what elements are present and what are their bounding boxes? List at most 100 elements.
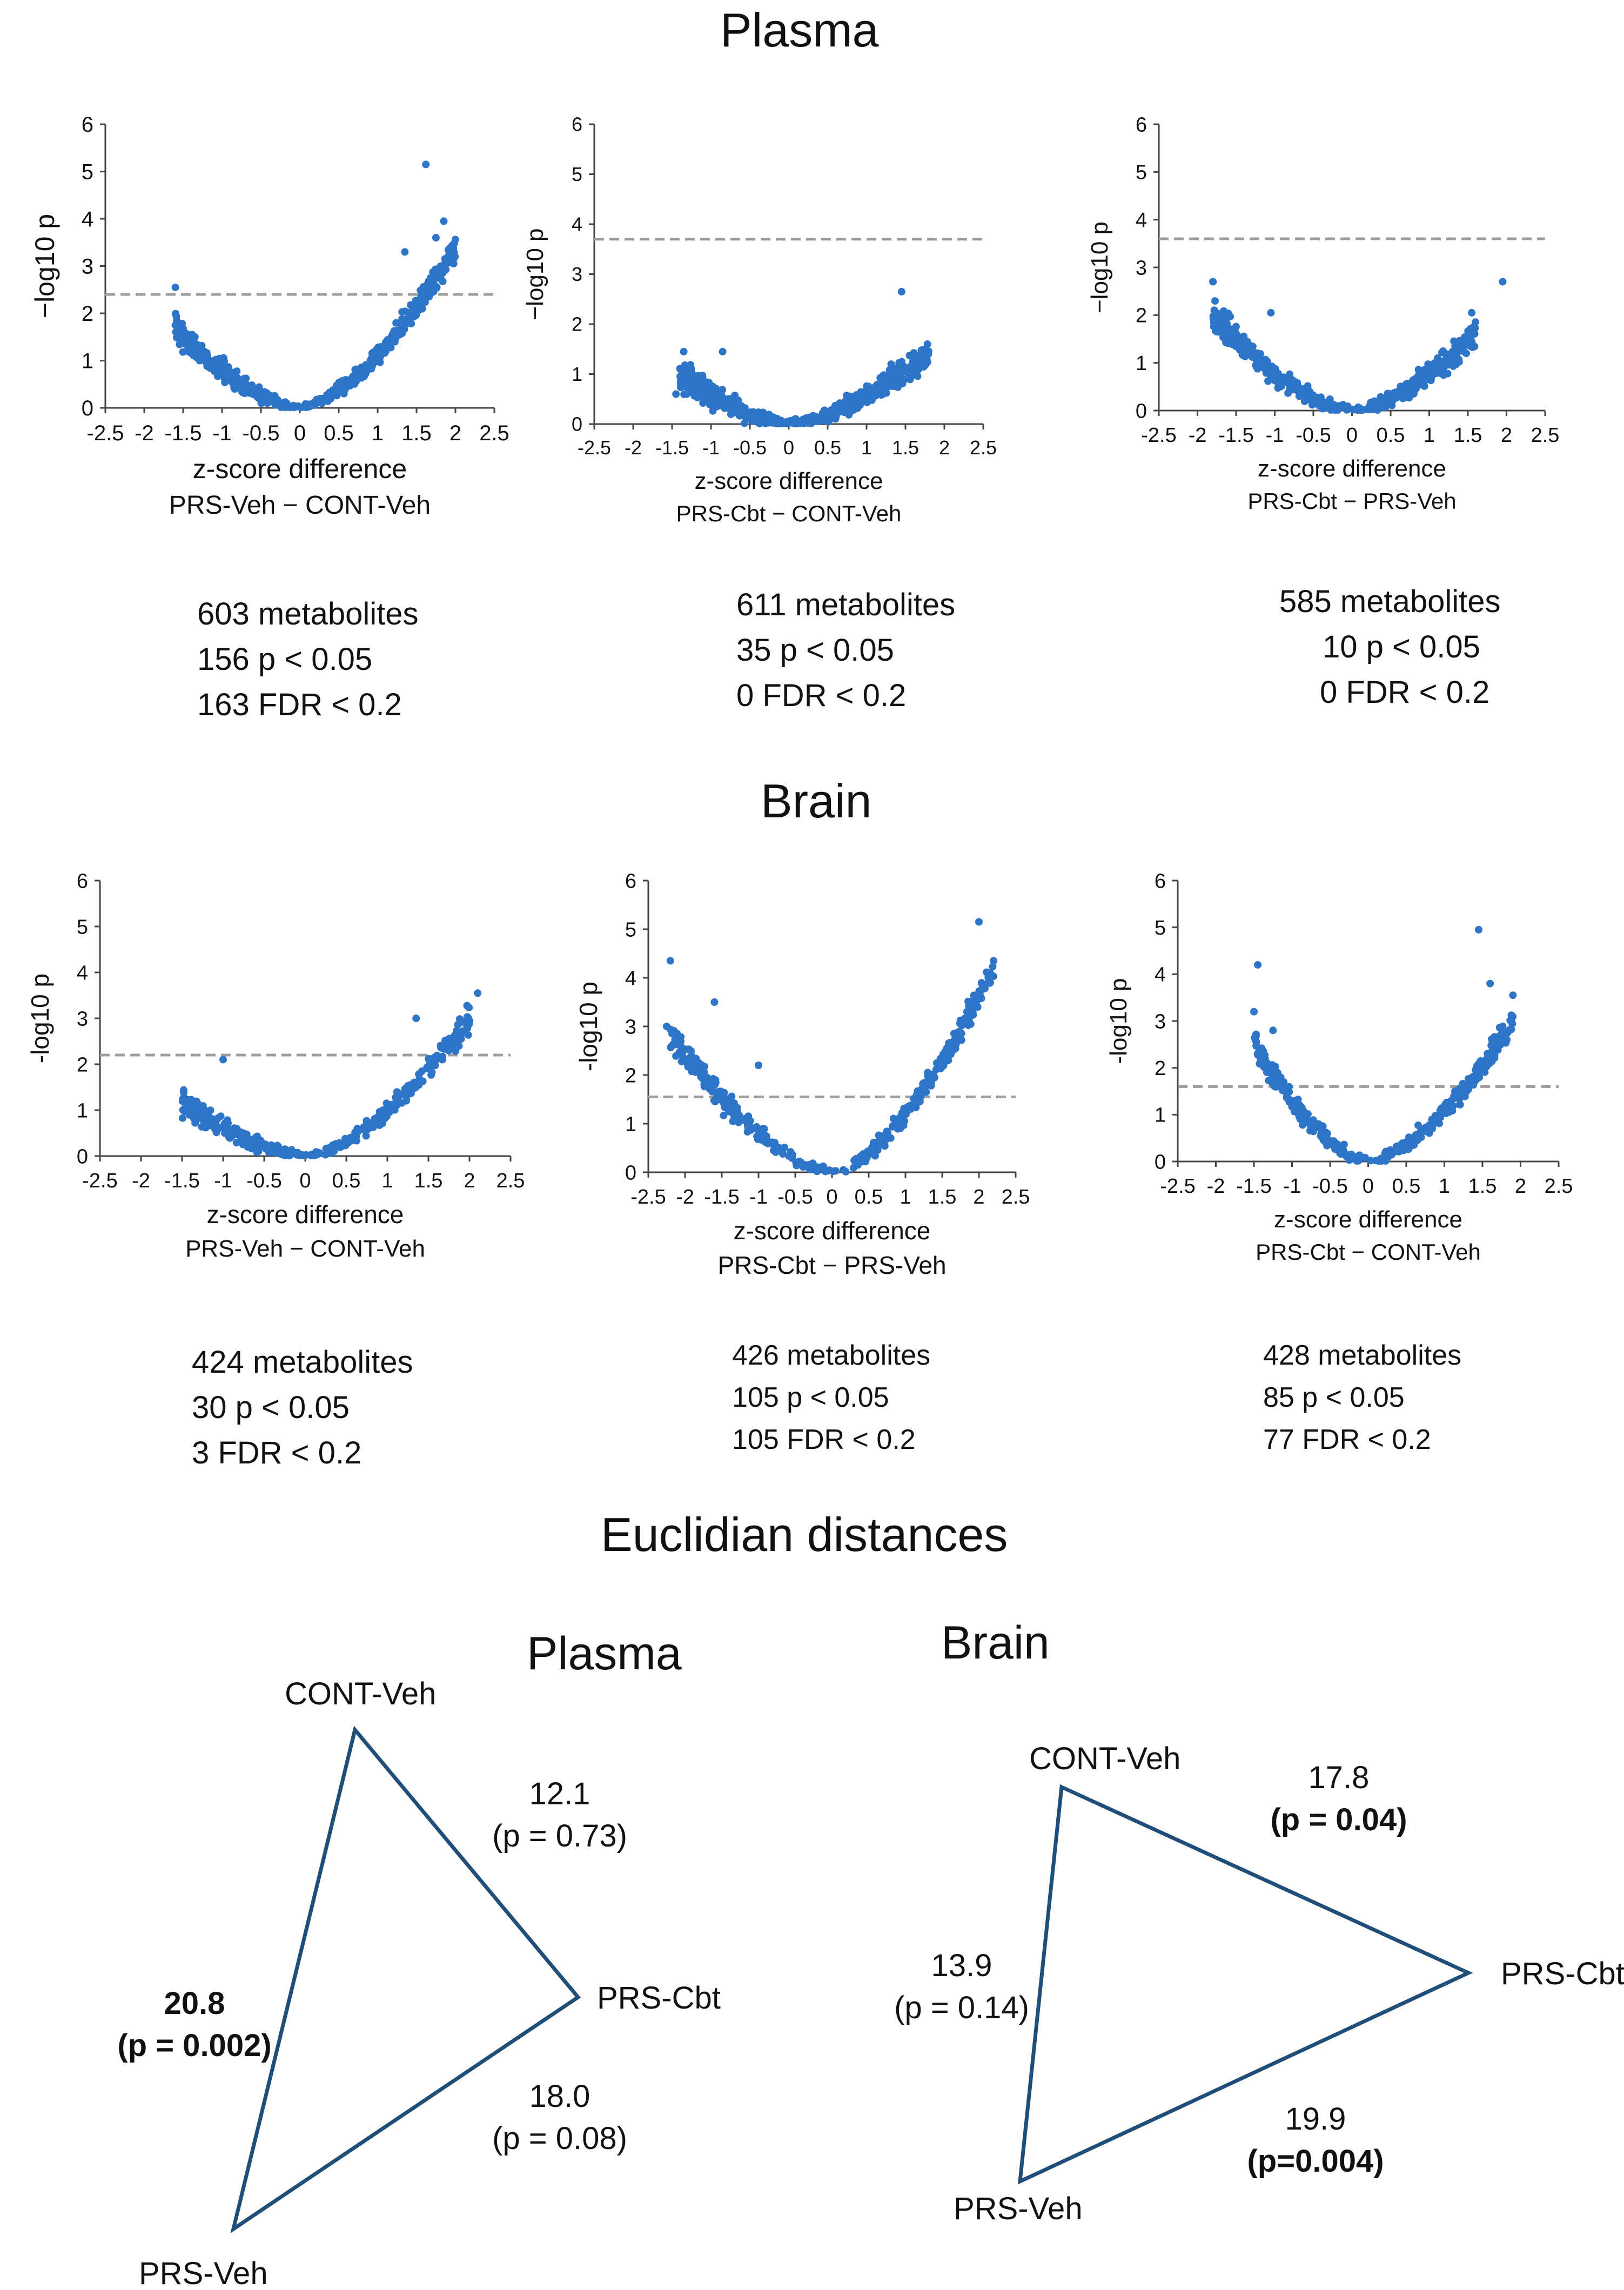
data-point-outlier bbox=[990, 957, 998, 965]
data-point bbox=[178, 1097, 186, 1105]
brain-edge-cont-veh-p: (p = 0.14) bbox=[894, 1990, 1029, 2025]
data-point bbox=[868, 396, 876, 404]
data-point bbox=[831, 1167, 840, 1175]
stats-fdr-count: 3 FDR < 0.2 bbox=[192, 1435, 362, 1470]
data-point bbox=[961, 1014, 969, 1022]
data-point bbox=[1224, 310, 1232, 318]
data-point bbox=[1229, 340, 1237, 348]
y-tick-label: 6 bbox=[625, 870, 636, 892]
data-point bbox=[231, 385, 239, 393]
data-point-outlier bbox=[171, 283, 179, 291]
y-tick-label: 6 bbox=[82, 113, 93, 137]
data-point bbox=[464, 1031, 472, 1039]
data-point bbox=[912, 367, 921, 375]
x-tick-label: 0 bbox=[294, 421, 306, 445]
data-point bbox=[677, 1043, 685, 1050]
x-axis-label: z-score difference bbox=[1274, 1206, 1462, 1233]
x-tick-label: 1.5 bbox=[892, 436, 919, 459]
data-point bbox=[1437, 369, 1445, 377]
euclidian-section-title: Euclidian distances bbox=[601, 1508, 1008, 1561]
y-tick-label: 0 bbox=[77, 1145, 88, 1168]
data-point bbox=[272, 401, 280, 409]
data-point bbox=[755, 415, 763, 424]
data-point bbox=[808, 414, 816, 422]
y-tick-label: 4 bbox=[625, 967, 636, 990]
y-axis-label: −log10 p bbox=[1086, 221, 1113, 313]
data-point-outlier bbox=[401, 248, 409, 256]
data-point-outlier bbox=[1209, 278, 1217, 286]
data-point bbox=[1344, 405, 1352, 413]
x-tick-label: -0.5 bbox=[1296, 424, 1331, 447]
data-point bbox=[1270, 369, 1278, 377]
data-point bbox=[712, 1078, 720, 1086]
brain-label-prs-veh: PRS-Veh bbox=[954, 2191, 1083, 2226]
data-point bbox=[875, 1131, 883, 1139]
data-point bbox=[426, 274, 434, 282]
x-tick-label: -1 bbox=[749, 1186, 768, 1208]
data-point-outlier bbox=[710, 998, 719, 1006]
stats-brain-1: 424 metabolites 30 p < 0.05 3 FDR < 0.2 bbox=[192, 1340, 413, 1476]
data-point bbox=[1432, 1114, 1440, 1123]
x-axis-label: z-score difference bbox=[695, 468, 883, 494]
data-point bbox=[445, 259, 453, 267]
data-point bbox=[679, 1052, 687, 1060]
data-point bbox=[1429, 367, 1437, 375]
data-point bbox=[862, 1156, 870, 1164]
stats-metabolites: 426 metabolites bbox=[732, 1340, 931, 1371]
data-point bbox=[769, 413, 777, 421]
data-point bbox=[912, 1091, 921, 1099]
data-point bbox=[1219, 310, 1227, 318]
data-point bbox=[441, 266, 449, 274]
data-point bbox=[1304, 395, 1312, 404]
data-point bbox=[764, 1139, 772, 1147]
data-point bbox=[910, 351, 918, 359]
data-point bbox=[1450, 337, 1458, 345]
brain-label-prs-cbt: PRS-Cbt bbox=[1501, 1956, 1624, 1991]
data-point bbox=[293, 1151, 301, 1159]
y-tick-label: 1 bbox=[1136, 352, 1147, 375]
data-point bbox=[923, 358, 931, 366]
x-tick-label: 0 bbox=[1363, 1175, 1374, 1198]
x-tick-label: -1 bbox=[1283, 1175, 1301, 1198]
comparison-label: PRS-Cbt − CONT-Veh bbox=[1256, 1239, 1481, 1265]
y-axis-label: -log10 p bbox=[1105, 978, 1132, 1064]
x-tick-label: 1.5 bbox=[414, 1170, 443, 1192]
data-point bbox=[196, 343, 204, 351]
data-point bbox=[1502, 1039, 1510, 1047]
data-point bbox=[1289, 384, 1297, 392]
data-point bbox=[705, 1080, 713, 1088]
y-tick-label: 6 bbox=[77, 870, 88, 892]
data-point bbox=[881, 384, 889, 392]
x-tick-label: -2.5 bbox=[578, 436, 611, 459]
data-point bbox=[204, 1116, 212, 1124]
data-point bbox=[240, 374, 248, 382]
data-point bbox=[740, 419, 748, 427]
data-point bbox=[375, 347, 383, 355]
x-tick-label: 2 bbox=[939, 436, 950, 459]
data-point bbox=[1386, 1146, 1394, 1154]
volcano-plot-brain-prs-cbt-vs-cont-veh: 0 1 2 3 4 5 6 -2.5 -2 -1.5 -1 -0.5 0 0.5 1 1.5 2 2.5 -log1… bbox=[1105, 870, 1573, 1265]
data-point bbox=[1276, 1082, 1284, 1090]
data-point bbox=[405, 314, 413, 323]
data-point bbox=[463, 1002, 471, 1010]
stats-p-count: 85 p < 0.05 bbox=[1263, 1382, 1405, 1413]
data-point bbox=[186, 1098, 194, 1106]
x-tick-label: 0.5 bbox=[332, 1170, 361, 1192]
data-point bbox=[699, 399, 707, 407]
volcano-plot-plasma-prs-veh-vs-cont-veh: 0 1 2 3 4 5 6 -2.5 -2 -1.5 -1 -0.5 0 0.5 1 1.5 2 2.5 −log1… bbox=[30, 113, 509, 520]
data-point bbox=[1252, 1032, 1260, 1040]
data-point bbox=[232, 1126, 240, 1134]
x-tick-label: 1 bbox=[1439, 1175, 1450, 1198]
data-point bbox=[1404, 379, 1412, 387]
data-point bbox=[897, 374, 905, 382]
x-tick-label: 0.5 bbox=[1377, 424, 1405, 447]
stats-p-count: 35 p < 0.05 bbox=[736, 633, 894, 668]
x-tick-label: -2 bbox=[1207, 1175, 1225, 1198]
volcano-plot-plasma-prs-cbt-vs-prs-veh: 0 1 2 3 4 5 6 -2.5 -2 -1.5 -1 -0.5 0 0.5 1 1.5 2 2.5 −log1… bbox=[1086, 113, 1559, 514]
x-tick-label: -2 bbox=[676, 1186, 694, 1208]
data-point bbox=[954, 1029, 962, 1037]
data-point bbox=[1488, 1035, 1496, 1043]
data-point bbox=[709, 407, 717, 415]
x-tick-label: -0.5 bbox=[1312, 1175, 1347, 1198]
data-point bbox=[253, 1148, 261, 1156]
